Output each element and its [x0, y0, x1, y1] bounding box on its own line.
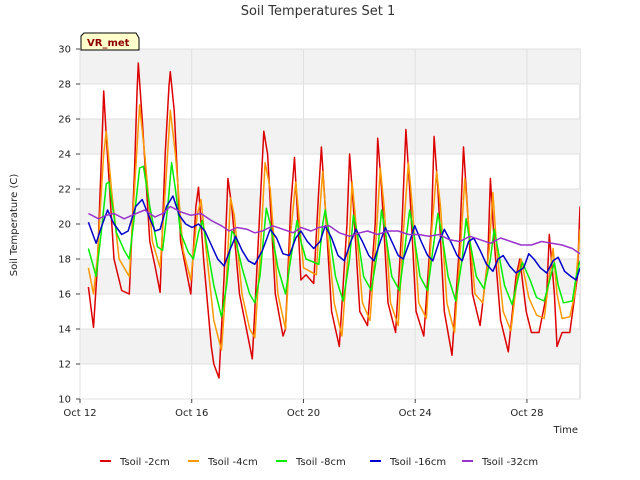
chart-title: Soil Temperatures Set 1 — [241, 4, 396, 19]
series-line — [87, 195, 580, 281]
x-tick-label: Oct 12 — [63, 408, 96, 419]
y-tick-label: 18 — [58, 255, 71, 266]
legend-label: Tsoil -2cm — [119, 457, 170, 468]
station-badge-label: VR_met — [87, 38, 130, 49]
legend-label: Tsoil -32cm — [481, 457, 538, 468]
x-axis-title: Time — [553, 425, 578, 436]
y-axis-title: Soil Temperature (C) — [9, 174, 20, 277]
y-tick-label: 28 — [58, 80, 71, 91]
x-tick-label: Oct 20 — [287, 408, 320, 419]
legend: Tsoil -2cm Tsoil -4cm Tsoil -8cm Tsoil -16c… — [100, 457, 538, 468]
legend-label: Tsoil -8cm — [295, 457, 346, 468]
y-tick-label: 20 — [58, 220, 71, 231]
y-tick-label: 10 — [58, 395, 71, 406]
y-tick-label: 22 — [58, 185, 71, 196]
station-badge: VR_met — [80, 32, 140, 51]
grid-band — [80, 49, 580, 84]
grid-band — [80, 329, 580, 364]
y-tick-label: 12 — [58, 360, 71, 371]
grid-band — [80, 119, 580, 154]
series-line — [87, 62, 580, 379]
legend-label: Tsoil -16cm — [389, 457, 446, 468]
series-lines — [87, 62, 580, 379]
x-tick-label: Oct 16 — [175, 408, 208, 419]
legend-label: Tsoil -4cm — [207, 457, 258, 468]
y-tick-label: 30 — [58, 45, 71, 56]
y-tick-label: 16 — [58, 290, 71, 301]
grid-band — [80, 189, 580, 224]
y-tick-label: 24 — [58, 150, 71, 161]
x-tick-label: Oct 28 — [510, 408, 543, 419]
x-tick-label: Oct 24 — [399, 408, 432, 419]
x-axis-ticks: Oct 12 Oct 16 Oct 20 Oct 24 Oct 28 — [63, 399, 544, 419]
y-axis-ticks: 10 12 14 16 18 20 22 24 26 28 30 — [58, 45, 80, 406]
series-line — [88, 205, 580, 255]
y-tick-label: 26 — [58, 115, 71, 126]
y-tick-label: 14 — [58, 325, 71, 336]
